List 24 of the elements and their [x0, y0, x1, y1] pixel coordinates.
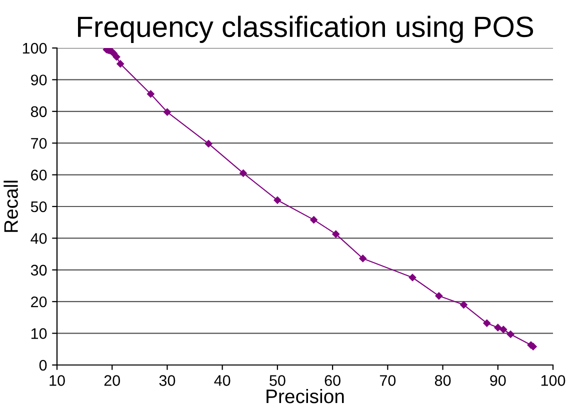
- y-tick-label: 40: [30, 233, 47, 244]
- y-tick-label: 70: [31, 138, 47, 149]
- x-tick-label: 50: [270, 375, 286, 386]
- x-tick-label: 60: [324, 375, 340, 386]
- x-tick-label: 100: [541, 375, 566, 386]
- x-tick-label: 30: [159, 375, 176, 386]
- y-tick-label: 100: [22, 42, 47, 54]
- x-tick-label: 10: [50, 375, 65, 386]
- y-tick-label: 10: [31, 328, 47, 339]
- y-tick-label: 20: [31, 296, 47, 308]
- y-tick-label: 90: [31, 74, 47, 86]
- x-tick-label: 80: [434, 375, 451, 386]
- chart-title: Frequency classification using POS: [78, 16, 534, 43]
- x-tick-label: 90: [490, 375, 506, 386]
- y-tick-label: 30: [30, 264, 47, 276]
- y-tick-label: 80: [30, 106, 47, 118]
- y-axis-title: Recall: [4, 180, 18, 232]
- y-tick-label: 50: [30, 201, 47, 212]
- x-tick-label: 40: [214, 375, 230, 386]
- x-tick-label: 70: [380, 375, 396, 386]
- y-tick-label: 0: [39, 360, 47, 371]
- x-tick-label: 20: [104, 375, 120, 386]
- y-tick-label: 60: [31, 170, 47, 180]
- x-axis-title: Precision: [266, 388, 344, 404]
